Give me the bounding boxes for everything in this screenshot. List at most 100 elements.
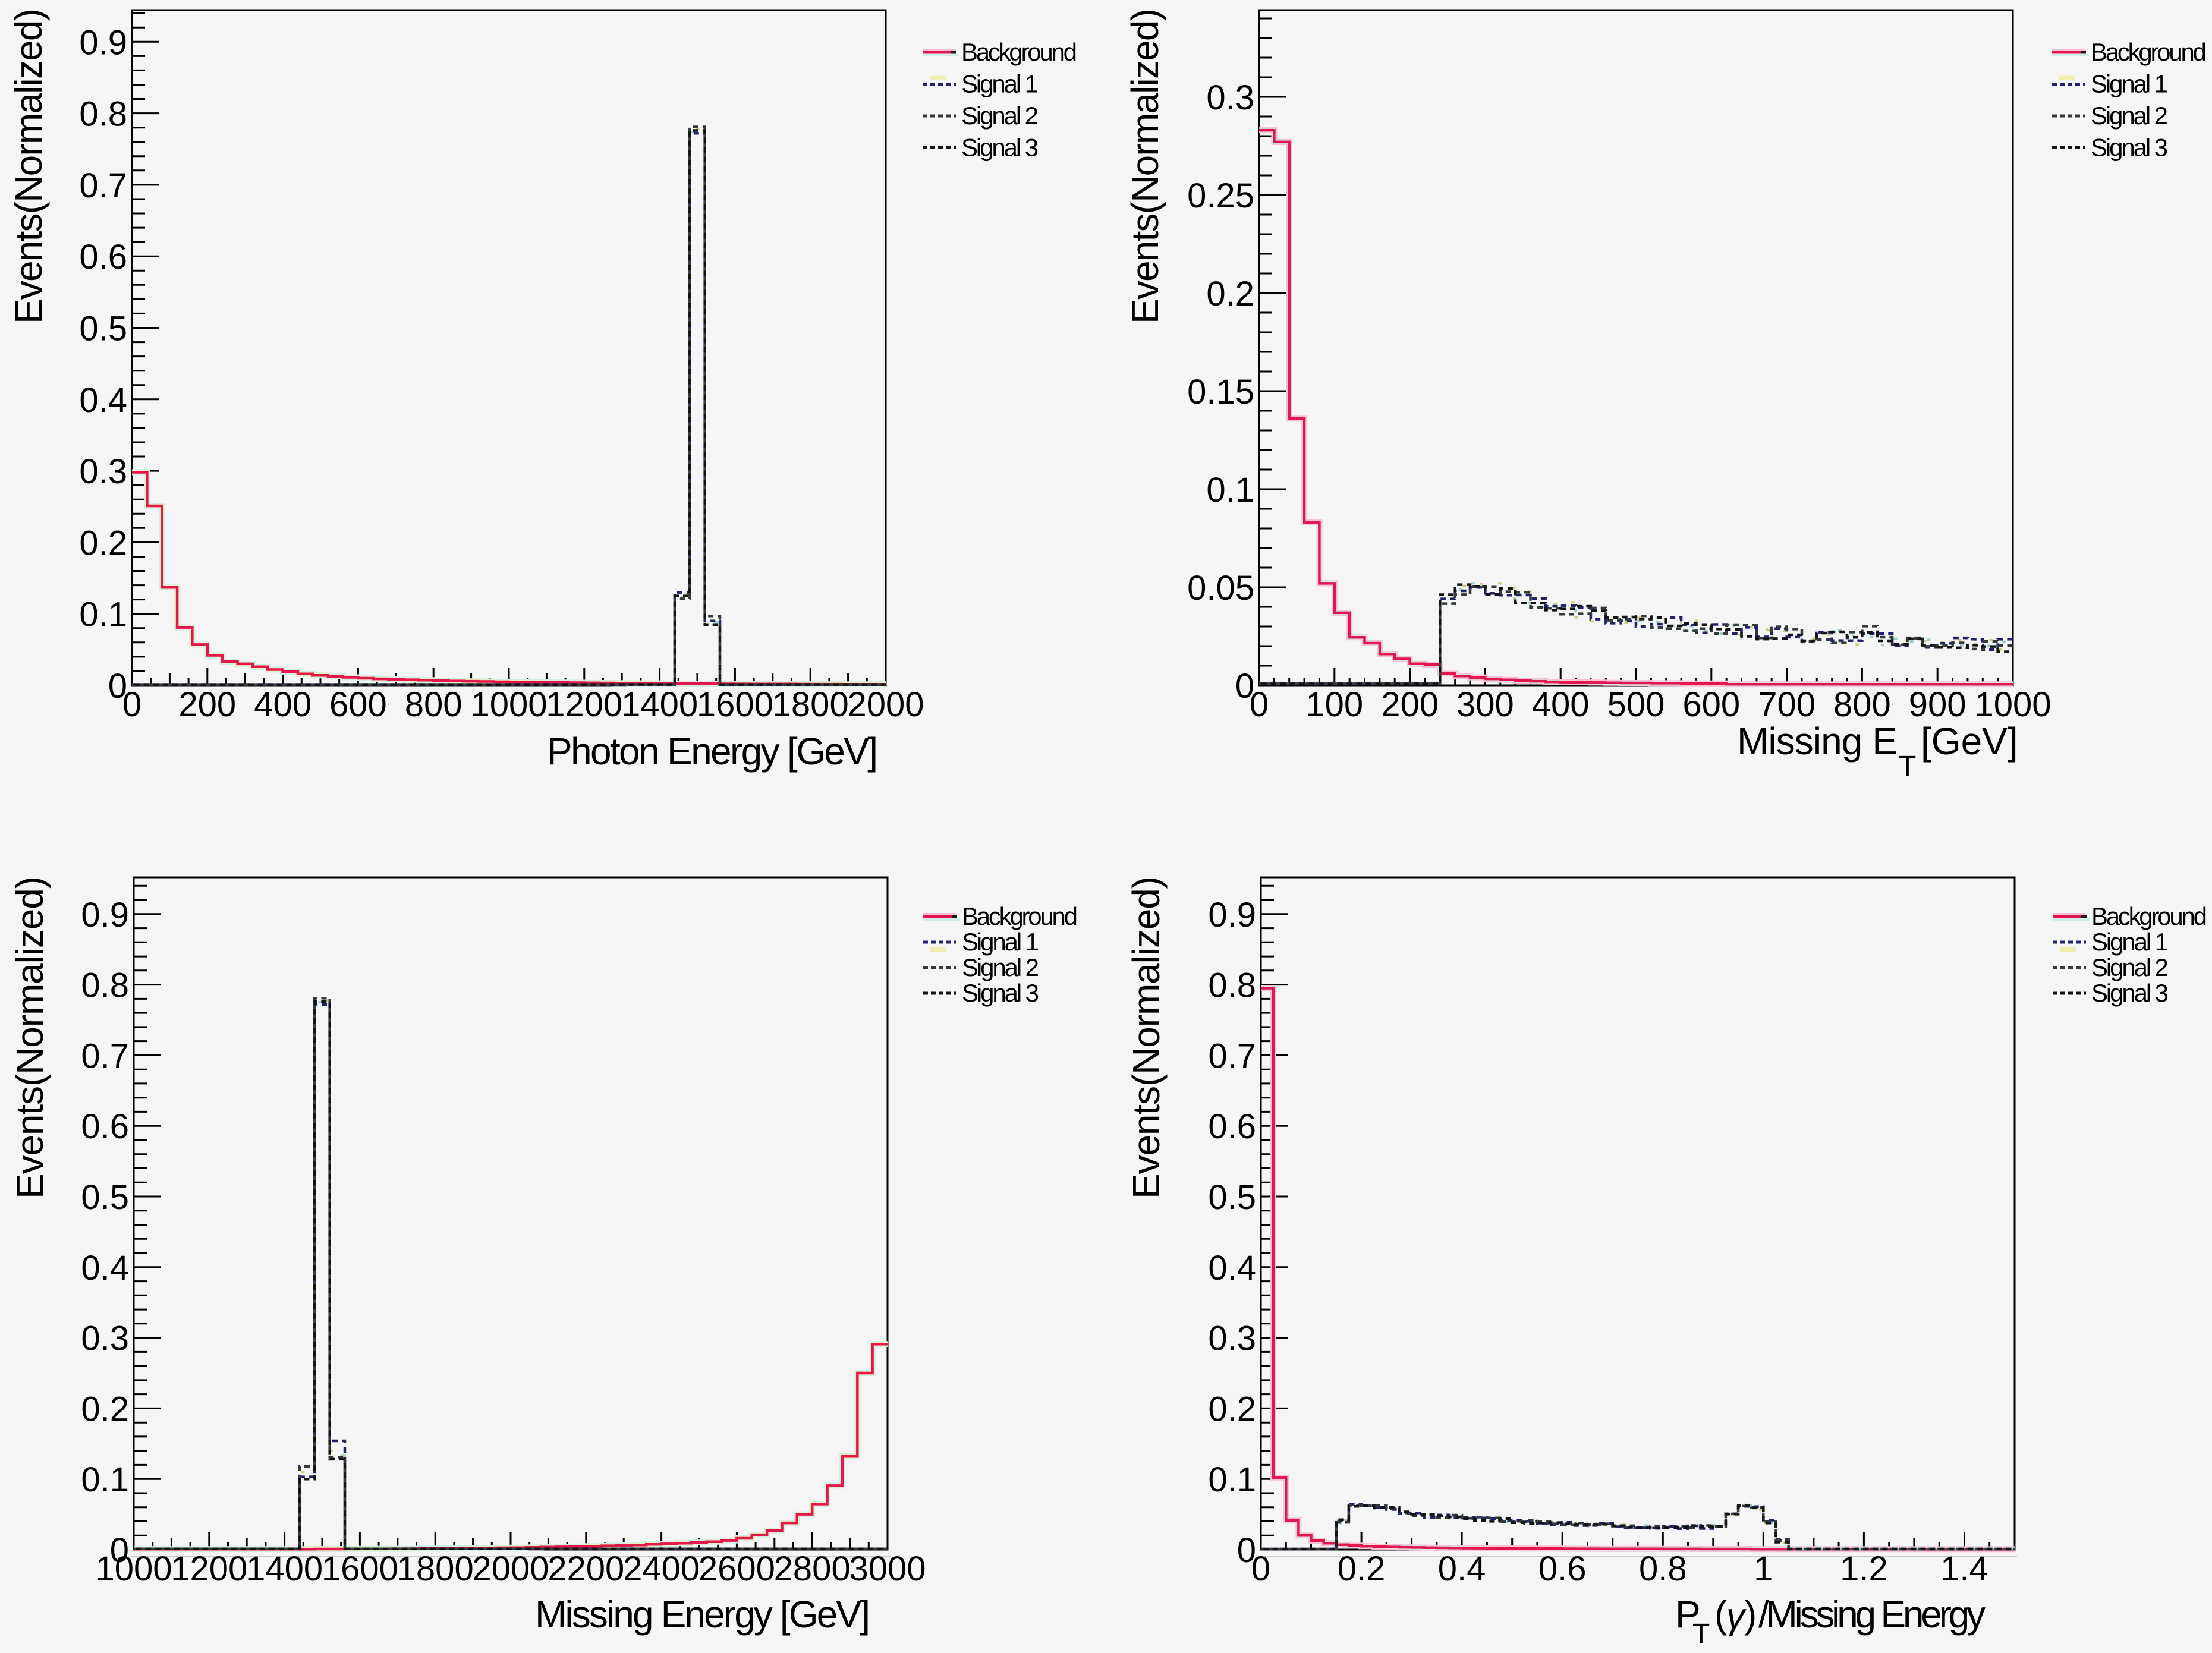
svg-text:0.3: 0.3 (79, 452, 127, 491)
svg-text:Signal 3: Signal 3 (962, 979, 1039, 1007)
svg-text:2800: 2800 (774, 1550, 851, 1588)
svg-text:700: 700 (1758, 685, 1815, 724)
svg-text:0.9: 0.9 (81, 896, 129, 934)
svg-text:0.2: 0.2 (1208, 1390, 1256, 1428)
svg-text:1400: 1400 (621, 685, 698, 724)
svg-text:0.7: 0.7 (1208, 1037, 1256, 1075)
svg-text:0.9: 0.9 (1208, 896, 1256, 934)
svg-text:1.4: 1.4 (1940, 1550, 1988, 1588)
svg-text:0.9: 0.9 (79, 23, 127, 62)
svg-text:Signal 3: Signal 3 (2091, 134, 2168, 162)
svg-text:0.2: 0.2 (1206, 275, 1254, 313)
svg-text:1: 1 (1754, 1550, 1773, 1588)
svg-text:Signal 1: Signal 1 (961, 70, 1039, 98)
svg-text:0.3: 0.3 (1206, 78, 1254, 117)
svg-text:γ: γ (1726, 1596, 1747, 1637)
svg-text:Background: Background (962, 902, 1078, 930)
svg-text:800: 800 (405, 685, 462, 724)
svg-text:0.8: 0.8 (1639, 1550, 1687, 1588)
svg-text:0.6: 0.6 (79, 238, 127, 276)
svg-text:Signal 2: Signal 2 (962, 953, 1039, 981)
svg-text:Signal 2: Signal 2 (2091, 953, 2169, 981)
svg-text:0.8: 0.8 (81, 966, 129, 1005)
svg-text:0.4: 0.4 (1208, 1249, 1256, 1287)
svg-text:Signal 1: Signal 1 (962, 928, 1039, 956)
svg-text:T: T (1899, 751, 1916, 782)
svg-text:0.1: 0.1 (81, 1460, 129, 1499)
svg-text:Signal 3: Signal 3 (961, 134, 1039, 162)
svg-text:): ) (1744, 1593, 1757, 1636)
svg-text:800: 800 (1833, 685, 1891, 724)
svg-text:/Missing Energy: /Missing Energy (1758, 1593, 1986, 1636)
svg-text:0.4: 0.4 (79, 381, 127, 420)
svg-text:Background: Background (961, 38, 1077, 66)
svg-text:0.1: 0.1 (1206, 471, 1254, 509)
svg-text:Signal 2: Signal 2 (961, 102, 1039, 130)
svg-text:0: 0 (1237, 1531, 1256, 1570)
svg-text:0: 0 (122, 685, 141, 724)
svg-text:Background: Background (2091, 38, 2207, 66)
svg-text:0: 0 (1235, 667, 1254, 706)
svg-text:Events(Normalized): Events(Normalized) (1124, 8, 1166, 324)
svg-text:0.2: 0.2 (79, 524, 127, 562)
svg-text:Missing E: Missing E (1737, 720, 1898, 763)
svg-text:Background: Background (2091, 902, 2207, 930)
svg-text:0.6: 0.6 (81, 1107, 129, 1146)
svg-text:T: T (1692, 1619, 1710, 1650)
svg-text:0.7: 0.7 (79, 166, 127, 205)
svg-text:(: ( (1714, 1593, 1727, 1636)
svg-text:200: 200 (1381, 685, 1439, 724)
svg-text:1200: 1200 (171, 1550, 247, 1588)
svg-text:Events(Normalized): Events(Normalized) (1125, 876, 1168, 1199)
svg-text:Signal 2: Signal 2 (2091, 102, 2168, 130)
svg-text:2600: 2600 (698, 1550, 775, 1588)
svg-text:0.5: 0.5 (79, 310, 127, 348)
svg-text:100: 100 (1305, 685, 1363, 724)
svg-text:0: 0 (1251, 1550, 1270, 1588)
svg-text:300: 300 (1456, 685, 1514, 724)
svg-text:Photon Energy [GeV]: Photon Energy [GeV] (547, 730, 878, 773)
svg-text:[GeV]: [GeV] (1921, 720, 2018, 763)
svg-text:3000: 3000 (849, 1550, 926, 1588)
svg-text:0.1: 0.1 (79, 596, 127, 634)
svg-text:Signal 1: Signal 1 (2091, 70, 2168, 98)
svg-text:0.1: 0.1 (1208, 1460, 1256, 1499)
svg-text:Events(Normalized): Events(Normalized) (8, 876, 51, 1199)
svg-text:1200: 1200 (546, 685, 622, 724)
svg-text:900: 900 (1909, 685, 1966, 724)
svg-text:2000: 2000 (847, 685, 924, 724)
svg-text:0.5: 0.5 (81, 1178, 129, 1217)
svg-text:P: P (1675, 1593, 1701, 1636)
svg-text:Missing Energy [GeV]: Missing Energy [GeV] (535, 1593, 870, 1636)
svg-text:500: 500 (1607, 685, 1665, 724)
svg-text:1000: 1000 (95, 1550, 172, 1588)
svg-text:0.05: 0.05 (1187, 569, 1254, 607)
svg-text:0.8: 0.8 (79, 95, 127, 134)
svg-text:0.6: 0.6 (1538, 1550, 1587, 1588)
svg-text:Signal 1: Signal 1 (2091, 928, 2169, 956)
svg-text:0.3: 0.3 (81, 1320, 129, 1358)
svg-text:1800: 1800 (772, 685, 849, 724)
svg-text:0.4: 0.4 (1438, 1550, 1486, 1588)
svg-text:1800: 1800 (397, 1550, 474, 1588)
svg-text:400: 400 (254, 685, 311, 724)
svg-text:0: 0 (108, 667, 127, 706)
svg-text:Signal 3: Signal 3 (2091, 979, 2169, 1007)
svg-text:1000: 1000 (470, 685, 547, 724)
svg-text:0: 0 (1250, 685, 1269, 724)
svg-text:0.2: 0.2 (1338, 1550, 1386, 1588)
svg-text:400: 400 (1532, 685, 1590, 724)
svg-text:Events(Normalized): Events(Normalized) (7, 8, 50, 324)
svg-text:0.2: 0.2 (81, 1390, 129, 1428)
svg-text:2200: 2200 (548, 1550, 624, 1588)
svg-text:200: 200 (178, 685, 236, 724)
svg-text:2400: 2400 (623, 1550, 700, 1588)
svg-text:0.5: 0.5 (1208, 1178, 1256, 1217)
svg-text:0.6: 0.6 (1208, 1107, 1256, 1146)
svg-text:0.15: 0.15 (1187, 373, 1254, 411)
svg-text:600: 600 (1682, 685, 1740, 724)
svg-text:1400: 1400 (246, 1550, 323, 1588)
svg-text:2000: 2000 (472, 1550, 549, 1588)
svg-text:0.7: 0.7 (81, 1037, 129, 1075)
svg-text:1600: 1600 (697, 685, 773, 724)
